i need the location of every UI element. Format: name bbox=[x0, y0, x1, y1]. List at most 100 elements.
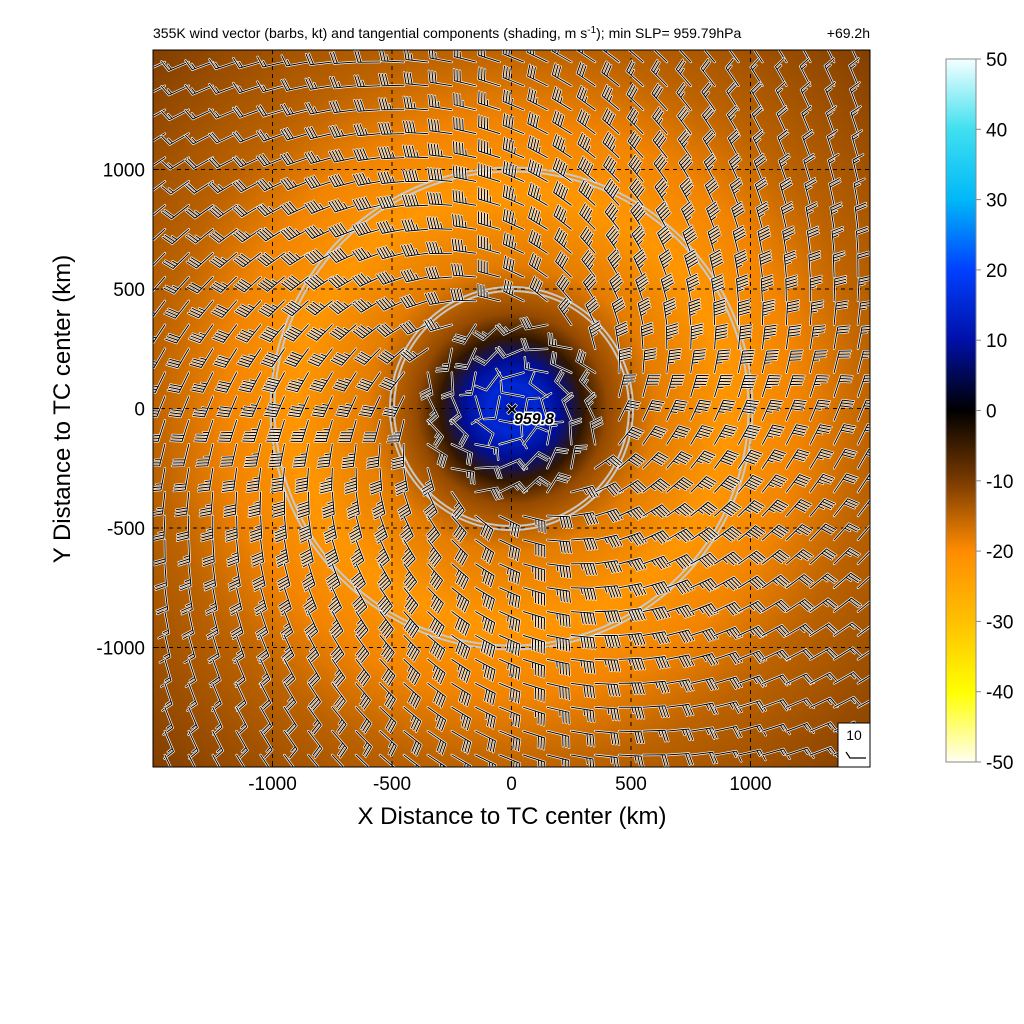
wind-barb bbox=[427, 396, 439, 425]
x-tick-label: 1000 bbox=[729, 774, 771, 795]
wind-barb bbox=[831, 226, 844, 254]
wind-barb bbox=[833, 399, 855, 421]
wind-barb bbox=[260, 754, 270, 767]
wind-barb bbox=[676, 82, 692, 111]
wind-barb bbox=[391, 443, 405, 470]
wind-barb bbox=[690, 527, 719, 543]
wind-barb bbox=[495, 346, 524, 358]
wind-barb bbox=[726, 106, 739, 135]
wind-barb bbox=[401, 194, 429, 207]
wind-barb bbox=[738, 474, 764, 493]
wind-barb bbox=[167, 372, 190, 393]
wind-barb bbox=[642, 729, 669, 742]
wind-barb bbox=[738, 600, 767, 613]
wind-barb bbox=[527, 50, 548, 63]
wind-barb bbox=[854, 202, 867, 230]
wind-barb bbox=[427, 563, 443, 591]
wind-barb bbox=[402, 145, 429, 159]
wind-barb bbox=[171, 443, 190, 467]
wind-barb bbox=[681, 201, 695, 230]
wind-barb bbox=[856, 226, 868, 254]
wind-barb bbox=[546, 587, 571, 603]
wind-barb bbox=[378, 98, 405, 111]
reference-barb-icon bbox=[845, 751, 866, 759]
wind-barb bbox=[785, 549, 813, 565]
wind-barb bbox=[642, 374, 661, 398]
wind-barb bbox=[427, 167, 453, 182]
wind-barb bbox=[290, 419, 309, 442]
wind-barb bbox=[761, 574, 790, 589]
wind-barb bbox=[352, 196, 381, 211]
wind-barb bbox=[379, 730, 397, 757]
wind-barb bbox=[153, 348, 166, 369]
wind-barb bbox=[690, 501, 718, 517]
wind-barb bbox=[785, 375, 805, 398]
wind-barb bbox=[234, 276, 262, 293]
wind-barb bbox=[404, 50, 429, 63]
wind-barb bbox=[212, 730, 224, 759]
wind-barb bbox=[785, 300, 800, 326]
wind-barb bbox=[379, 706, 397, 733]
wind-barb bbox=[475, 682, 496, 706]
wind-barb bbox=[603, 178, 620, 206]
wind-barb bbox=[594, 682, 620, 697]
x-axis-label: X Distance to TC center (km) bbox=[358, 803, 667, 830]
wind-barb bbox=[529, 372, 548, 398]
wind-barb bbox=[502, 89, 524, 111]
wind-barb bbox=[580, 226, 596, 254]
wind-barb bbox=[833, 548, 861, 565]
wind-barb bbox=[666, 679, 694, 692]
wind-barb bbox=[173, 467, 190, 492]
wind-barb bbox=[642, 754, 669, 767]
wind-barb bbox=[783, 250, 796, 278]
wind-barb bbox=[307, 730, 323, 759]
wind-barb bbox=[194, 419, 214, 442]
wind-barb bbox=[259, 658, 271, 688]
wind-barb bbox=[280, 152, 309, 166]
wind-barb bbox=[283, 682, 297, 711]
wind-barb bbox=[594, 482, 623, 496]
wind-barb bbox=[857, 350, 870, 374]
colorbar-tick-label: 30 bbox=[986, 191, 1007, 212]
wind-barb bbox=[618, 347, 632, 374]
wind-barb bbox=[352, 247, 381, 262]
x-axis-ticks: -1000 -500 0 500 1000 bbox=[248, 761, 772, 795]
wind-barb bbox=[495, 324, 524, 336]
wind-barb bbox=[188, 324, 214, 344]
wind-barb bbox=[379, 754, 395, 767]
wind-barb bbox=[280, 226, 309, 241]
wind-barb bbox=[761, 624, 791, 637]
wind-barb bbox=[281, 79, 309, 91]
wind-barb bbox=[642, 478, 670, 493]
wind-barb bbox=[785, 599, 814, 613]
wind-barb bbox=[233, 57, 262, 69]
wind-barb bbox=[281, 275, 309, 291]
wind-barb bbox=[213, 348, 238, 368]
wind-barb bbox=[707, 225, 721, 254]
wind-barb bbox=[353, 124, 381, 137]
wind-barb bbox=[642, 581, 671, 596]
wind-barb bbox=[653, 50, 668, 63]
wind-barb bbox=[176, 515, 190, 542]
wind-barb bbox=[679, 50, 692, 63]
wind-barb bbox=[738, 575, 767, 590]
wind-barb bbox=[857, 399, 870, 421]
wind-barb bbox=[235, 324, 262, 343]
wind-barb bbox=[779, 177, 793, 206]
wind-barb bbox=[738, 675, 767, 687]
y-tick-label: -500 bbox=[107, 519, 145, 540]
wind-barb bbox=[221, 467, 238, 492]
wind-barb bbox=[227, 539, 240, 567]
wind-barb bbox=[427, 611, 445, 638]
wind-barb bbox=[546, 539, 572, 554]
tc-center-marker: × 959.8 bbox=[506, 398, 556, 429]
wind-barb bbox=[654, 177, 669, 206]
wind-barb bbox=[255, 611, 269, 640]
wind-barb bbox=[690, 727, 718, 740]
wind-barb bbox=[615, 321, 628, 350]
wind-barb bbox=[579, 370, 596, 398]
wind-barb bbox=[690, 603, 719, 617]
wind-barb bbox=[690, 628, 719, 642]
wind-barb bbox=[577, 132, 596, 159]
wind-barb bbox=[690, 399, 712, 421]
